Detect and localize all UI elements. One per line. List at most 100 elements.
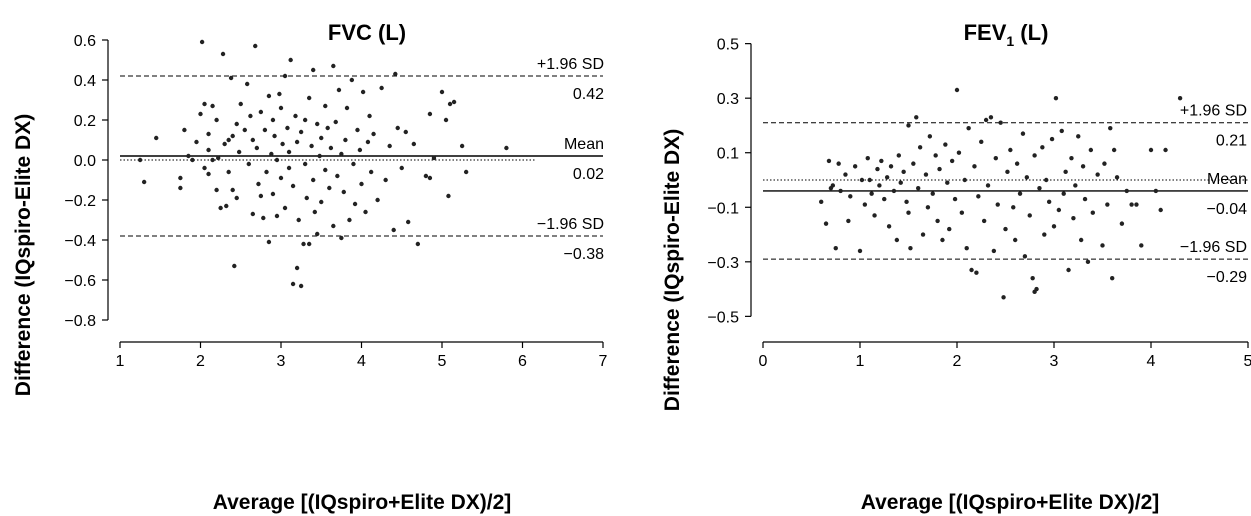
fvc-data-point — [216, 155, 221, 161]
fev1-x-tick-label: 5 — [1244, 353, 1251, 370]
fvc-data-point — [298, 283, 304, 289]
fvc-data-point — [202, 101, 207, 107]
fev1-data-point — [1078, 237, 1084, 243]
fvc-data-point — [344, 105, 350, 111]
fvc-data-point — [248, 113, 253, 119]
fvc-data-point — [244, 81, 250, 87]
fvc-y-tick-label: −0.4 — [64, 233, 96, 250]
fvc-data-point — [286, 149, 292, 155]
fev1-data-point — [1001, 295, 1006, 300]
fvc-lower-loa-label: −1.96 SD — [537, 216, 604, 233]
fev1-data-point — [1042, 232, 1047, 237]
fev1-data-point — [956, 150, 962, 155]
fev1-data-point — [891, 188, 897, 194]
fev1-data-point — [869, 191, 874, 196]
fev1-data-point — [964, 245, 969, 251]
fvc-data-point — [375, 197, 380, 203]
fev1-data-point — [867, 177, 872, 183]
fvc-data-point — [323, 167, 328, 173]
fvc-data-point — [220, 51, 226, 57]
fev1-data-point — [1056, 207, 1062, 213]
fvc-data-point — [302, 117, 308, 123]
fev1-data-point — [1105, 202, 1110, 207]
fvc-data-point — [293, 113, 298, 119]
fev1-data-point — [914, 115, 919, 120]
fvc-data-point — [206, 147, 211, 153]
fvc-data-point — [323, 103, 328, 109]
fvc-y-tick-label: 0.2 — [74, 113, 96, 130]
fvc-data-point — [266, 93, 272, 99]
fvc-data-point — [182, 127, 187, 133]
fev1-data-point — [1177, 95, 1183, 101]
fvc-data-point — [274, 157, 280, 163]
fev1-data-point — [877, 183, 882, 188]
fev1-data-point — [1129, 202, 1134, 207]
fvc-data-point — [379, 85, 384, 91]
fvc-data-point — [415, 241, 421, 247]
fvc-data-point — [226, 137, 231, 143]
fvc-panel: FVC (L) Average [(IQspiro+Elite DX)/2] D… — [12, 20, 608, 514]
fvc-data-point — [194, 139, 199, 145]
fvc-data-point — [224, 203, 229, 209]
fvc-data-point — [250, 211, 256, 217]
fev1-data-point — [1046, 199, 1052, 205]
fvc-data-point — [282, 73, 288, 79]
fvc-data-point — [214, 187, 219, 193]
fvc-x-tick-label: 3 — [277, 353, 286, 370]
fvc-data-point — [399, 165, 404, 171]
fev1-data-point — [1020, 131, 1026, 136]
fvc-data-point — [186, 153, 191, 159]
fev1-data-point — [882, 196, 887, 202]
fvc-data-point — [427, 175, 433, 181]
fvc-data-point — [411, 141, 417, 147]
fev1-lower-loa-value: −0.29 — [1207, 269, 1248, 286]
fev1-data-point — [1003, 226, 1008, 232]
fev1-data-point — [848, 194, 853, 199]
fev1-data-point — [884, 175, 890, 180]
fvc-data-point — [298, 129, 304, 135]
fev1-x-axis-label: Average [(IQspiro+Elite DX)/2] — [861, 491, 1160, 514]
fev1-data-point — [1124, 188, 1129, 194]
fvc-data-point — [451, 99, 457, 105]
fev1-data-point — [833, 245, 838, 251]
fvc-data-point — [256, 181, 261, 187]
fev1-title-suffix: (L) — [1014, 20, 1048, 45]
fev1-data-point — [898, 180, 903, 185]
fev1-data-point — [1032, 153, 1037, 158]
fev1-data-point — [888, 164, 894, 169]
fvc-data-point — [250, 137, 256, 143]
fvc-data-point — [198, 111, 203, 117]
fev1-data-point — [1139, 243, 1144, 248]
fvc-data-point — [288, 57, 293, 63]
fvc-data-point — [238, 101, 243, 107]
fvc-data-point — [302, 161, 308, 167]
fvc-lower-loa-value: −0.38 — [564, 246, 605, 263]
fev1-y-tick-label: 0.3 — [717, 91, 739, 108]
fev1-x-tick-label: 3 — [1050, 353, 1059, 370]
fev1-data-point — [988, 115, 994, 120]
fvc-data-point — [357, 147, 363, 153]
fev1-data-point — [1108, 125, 1113, 131]
fvc-data-point — [391, 227, 396, 233]
fvc-data-point — [317, 153, 322, 159]
fev1-data-point — [966, 125, 971, 131]
fvc-data-point — [327, 185, 332, 191]
fvc-data-point — [206, 171, 211, 177]
fvc-data-point — [343, 137, 348, 143]
fvc-data-point — [214, 117, 219, 123]
fev1-data-point — [947, 226, 952, 232]
fvc-x-tick-label: 2 — [196, 353, 205, 370]
fvc-data-point — [246, 161, 251, 167]
fvc-data-point — [234, 121, 239, 127]
fev1-data-point — [830, 183, 836, 188]
fev1-title-subscript: 1 — [1006, 33, 1014, 49]
fev1-data-point — [1030, 275, 1035, 281]
fev1-x-tick-label: 4 — [1147, 353, 1156, 370]
fev1-data-point — [927, 134, 933, 139]
fvc-data-point — [315, 121, 320, 127]
fvc-y-tick-label: 0.6 — [74, 33, 96, 50]
fev1-data-point — [1090, 210, 1096, 215]
fev1-data-point — [991, 248, 997, 254]
fev1-data-point — [859, 177, 865, 183]
fvc-data-point — [387, 143, 392, 149]
